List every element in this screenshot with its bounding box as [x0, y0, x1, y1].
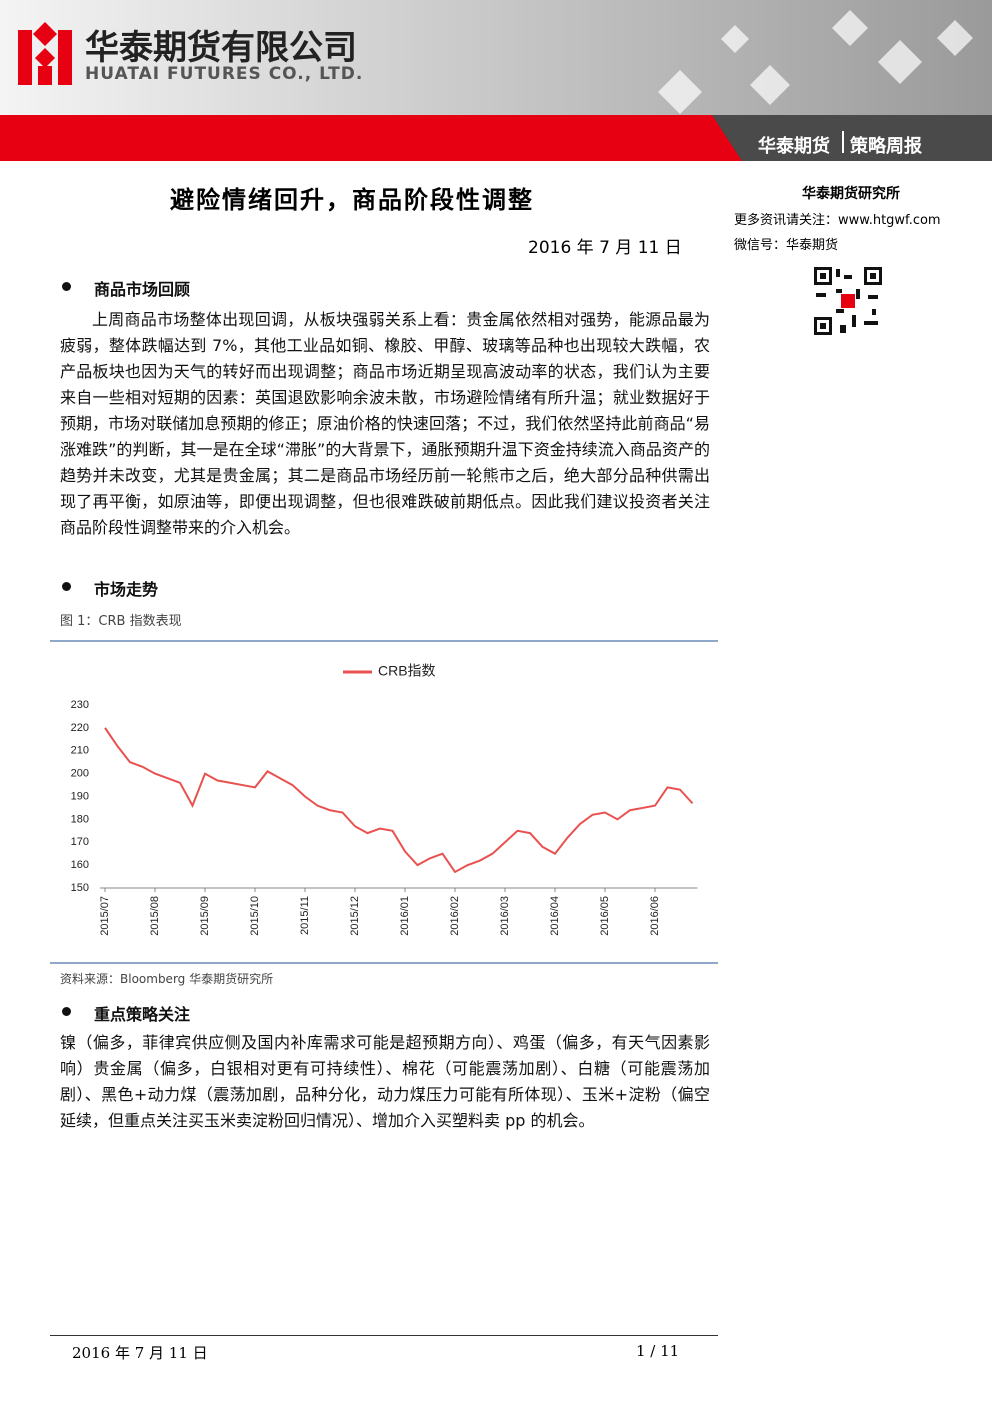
chart: 150 160 170 180 190 200 210 220 230 2015/07 2015/0… [50, 640, 718, 964]
y-tick-label: 220 [71, 722, 89, 734]
y-tick-label: 190 [71, 790, 89, 802]
footer-date: 2016 年 7 月 11 日 [72, 1344, 208, 1362]
x-tick-label: 2015/12 [349, 896, 361, 936]
qr-code [812, 265, 884, 337]
y-tick-label: 210 [71, 745, 89, 757]
wechat: 微信号：华泰期货 [734, 238, 839, 253]
x-tick-label: 2016/02 [449, 896, 461, 936]
section-heading: 重点策略关注 [94, 1005, 191, 1024]
x-tick-label: 2016/06 [649, 896, 661, 936]
brand: 华泰期货 [758, 136, 830, 157]
divider [842, 131, 844, 153]
y-tick-label: 180 [71, 813, 89, 825]
bullet [62, 1007, 71, 1016]
y-tick-label: 200 [71, 768, 89, 780]
website: 更多资讯请关注：www.htgwf.com [734, 213, 941, 228]
y-tick-label: 160 [71, 859, 89, 871]
company-cn: 华泰期货有限公司 [85, 28, 357, 68]
x-tick-label: 2016/04 [549, 896, 561, 936]
header-bg [0, 0, 992, 161]
section-text: 镍（偏多，菲律宾供应侧及国内补库需求可能是超预期方向）、鸡蛋（偏多，有天气因素影… [60, 1033, 710, 1130]
report-type: 策略周报 [850, 136, 922, 157]
y-tick-label: 230 [71, 699, 89, 711]
page-number: 1 / 11 [636, 1342, 680, 1360]
x-tick-label: 2016/01 [399, 896, 411, 936]
x-tick-label: 2015/07 [99, 896, 111, 936]
section-heading: 商品市场回顾 [94, 280, 191, 299]
x-tick-label: 2015/08 [149, 896, 161, 936]
institute: 华泰期货研究所 [802, 186, 900, 202]
y-tick-label: 150 [71, 882, 89, 894]
title: 避险情绪回升，商品阶段性调整 [170, 185, 534, 214]
figure-caption: 图 1：CRB 指数表现 [60, 614, 182, 629]
x-tick-label: 2015/10 [249, 896, 261, 936]
x-tick-label: 2015/11 [299, 896, 311, 935]
x-tick-label: 2016/05 [599, 896, 611, 936]
footer-rule [50, 1335, 718, 1336]
bullet [62, 282, 71, 291]
date: 2016 年 7 月 11 日 [528, 238, 682, 258]
section-text: 上周商品市场整体出现回调，从板块强弱关系上看：贵金属依然相对强势，能源品最为疲弱… [60, 310, 710, 537]
x-tick-label: 2016/03 [499, 896, 511, 936]
y-tick-label: 170 [71, 836, 89, 848]
section-heading: 市场走势 [94, 580, 159, 599]
bullet [62, 582, 71, 591]
source: 资料来源：Bloomberg 华泰期货研究所 [60, 972, 274, 986]
line-series [104, 727, 694, 874]
x-tick-label: 2015/09 [199, 896, 211, 936]
legend-label: CRB指数 [378, 663, 436, 679]
company-en: HUATAI FUTURES CO., LTD. [85, 64, 364, 84]
